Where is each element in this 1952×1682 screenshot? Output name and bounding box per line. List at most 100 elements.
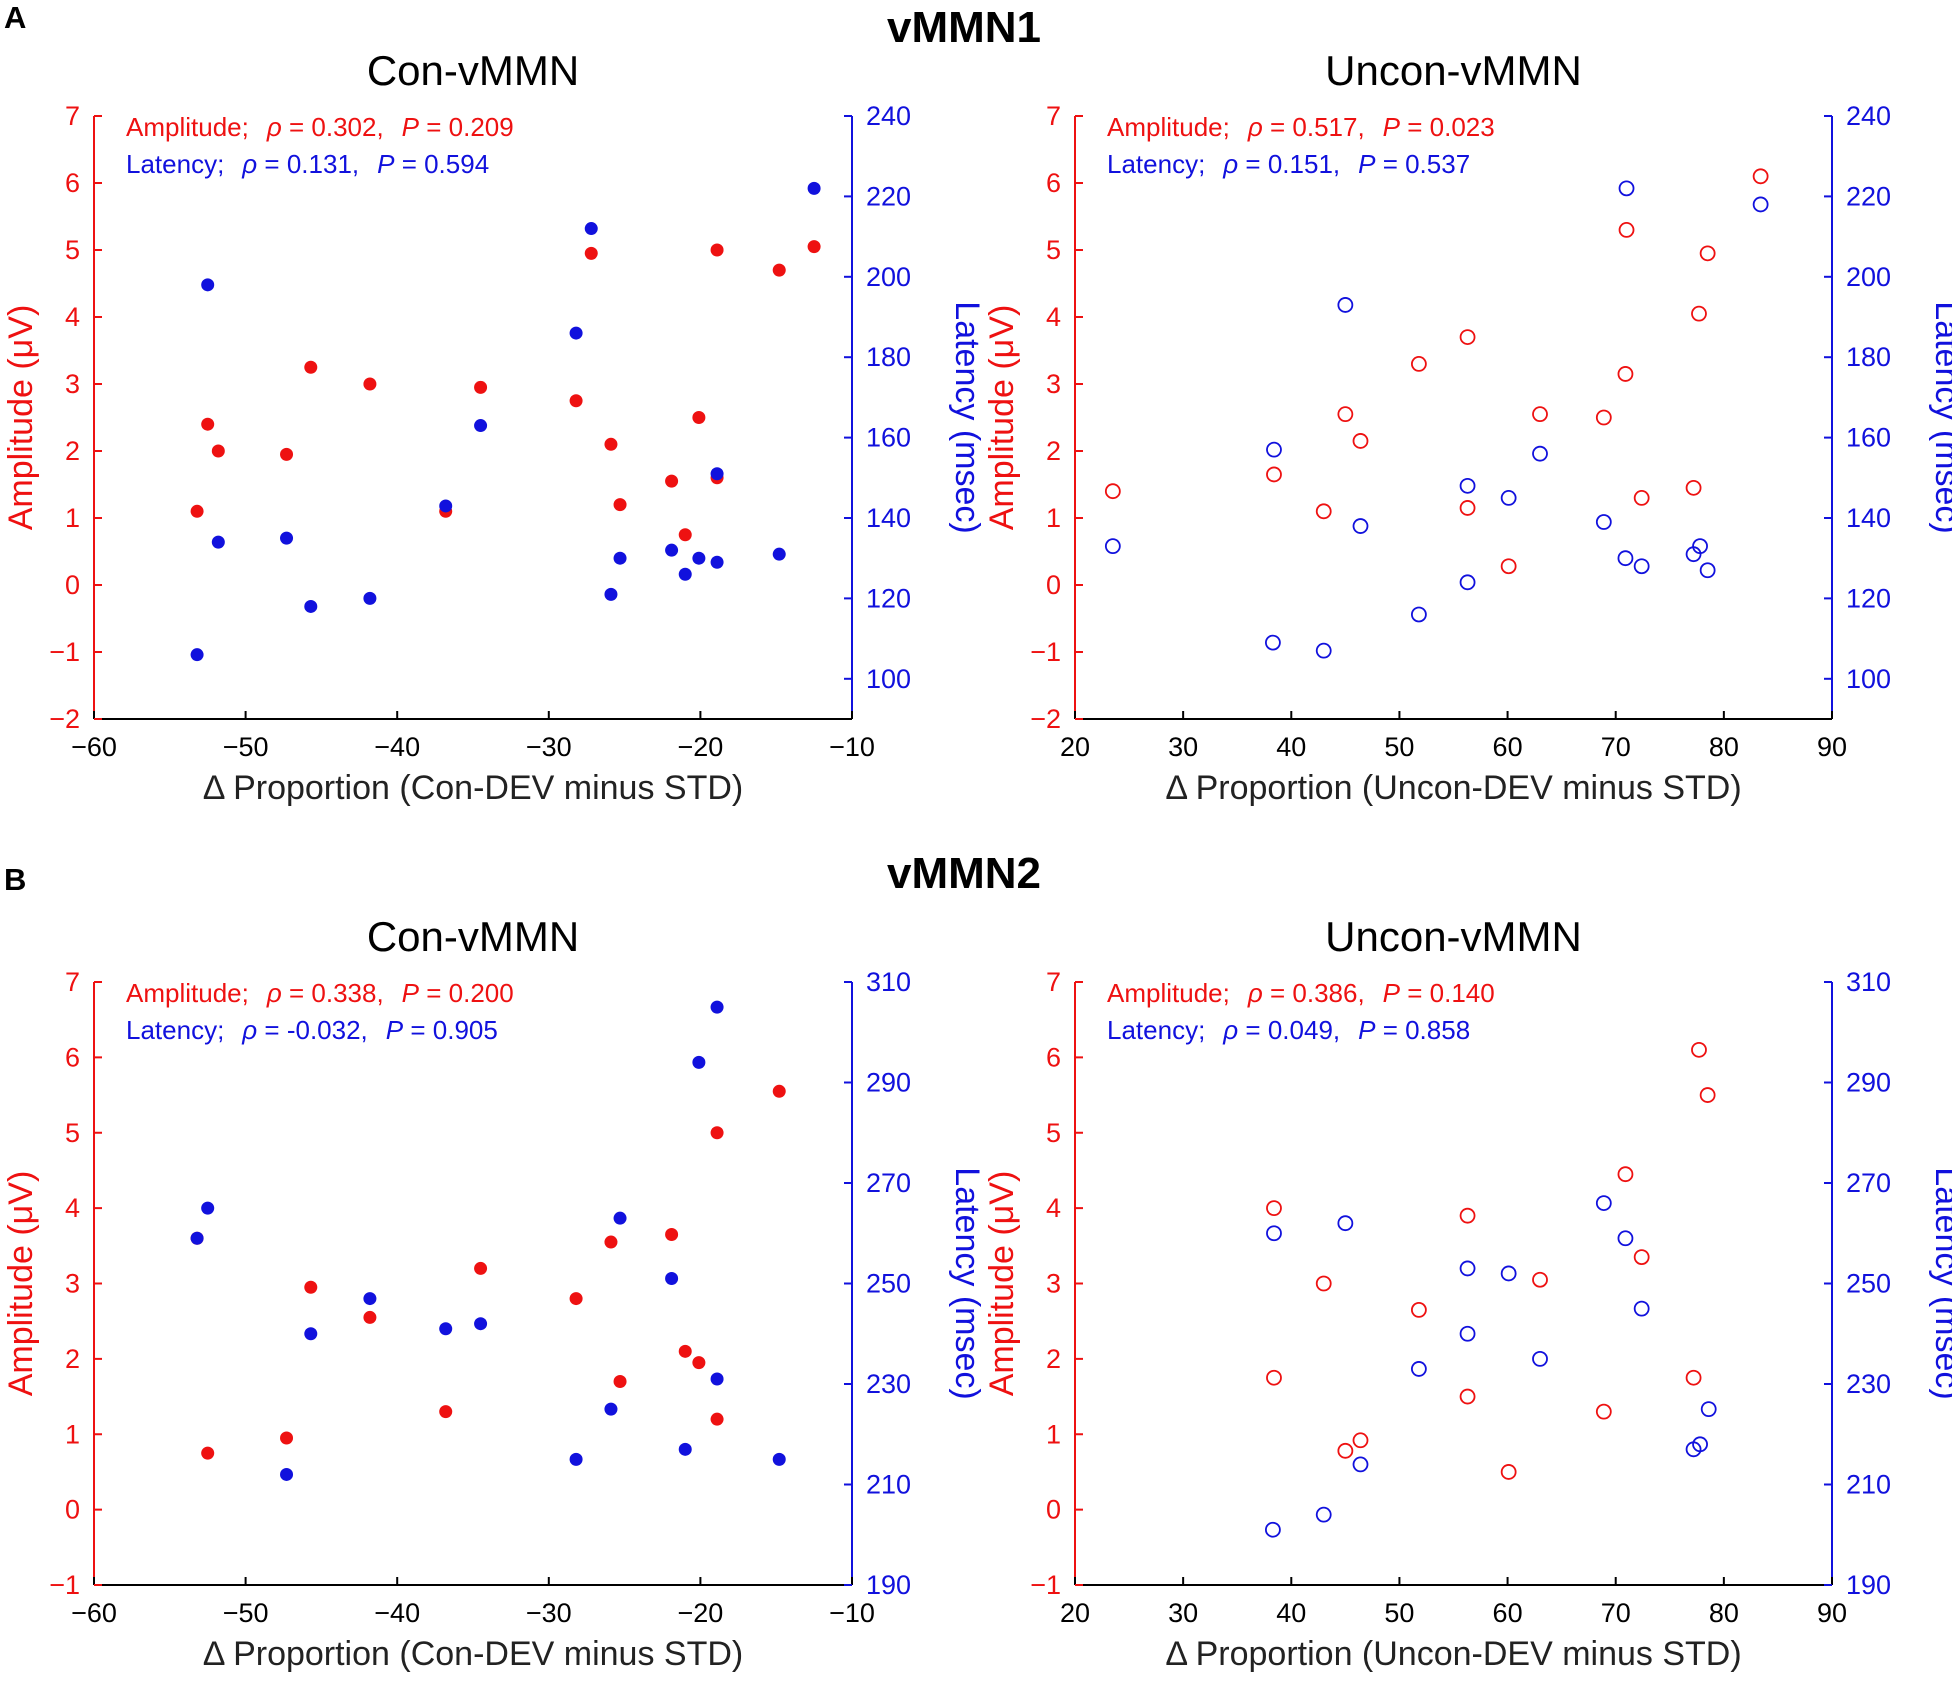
amplitude-point <box>772 263 786 277</box>
latency-point <box>1315 1506 1332 1523</box>
x-tick-label: 30 <box>1168 732 1198 762</box>
amplitude-stat-text: Amplitude; ρ = 0.517, P = 0.023 <box>1107 112 1495 142</box>
amplitude-point <box>1266 1200 1282 1217</box>
latency-point <box>678 567 692 581</box>
right-y-tick-label: 230 <box>1846 1369 1891 1399</box>
amplitude-point <box>439 1405 453 1419</box>
amplitude-point <box>1315 503 1332 520</box>
left-y-tick-label: −1 <box>49 1570 80 1600</box>
amplitude-point <box>692 411 706 424</box>
left-y-tick-label: 4 <box>65 1193 80 1223</box>
latency-point <box>1617 1230 1634 1247</box>
left-y-tick-label: −2 <box>1030 704 1061 734</box>
latency-point <box>1266 441 1282 458</box>
p-symbol: P <box>377 149 395 179</box>
x-tick-label: 70 <box>1601 1598 1631 1628</box>
amplitude-point <box>1500 558 1517 575</box>
x-tick-label: 60 <box>1493 1598 1523 1628</box>
amplitude-point <box>363 377 377 391</box>
latency-point <box>1410 606 1427 623</box>
rho-symbol: ρ <box>241 149 257 179</box>
amplitude-point <box>678 1344 692 1358</box>
left-y-tick-label: −1 <box>49 637 80 667</box>
latency-stat-text: Latency; ρ = -0.032, P = 0.905 <box>126 1015 498 1045</box>
rho-symbol: ρ <box>266 978 282 1008</box>
latency-point <box>807 181 821 195</box>
x-tick-label: 80 <box>1709 732 1739 762</box>
plot-vmmn2-uncon: Uncon-vMMN 20 30 40 50 60 70 80 90 −1 0 1 2 3 4 5 6 7 190 2… <box>983 913 1952 1673</box>
latency-point <box>584 222 598 236</box>
amplitude-point <box>710 1412 724 1426</box>
x-tick-label: 90 <box>1817 732 1847 762</box>
latency-point <box>1337 1215 1354 1232</box>
right-y-axis-label: Latency (msec) <box>1928 301 1952 533</box>
left-y-tick-label: 6 <box>65 168 80 198</box>
p-symbol: P <box>1358 1015 1376 1045</box>
left-y-tick-label: 0 <box>65 570 80 600</box>
x-tick-label: −20 <box>677 732 723 762</box>
right-y-tick-label: 180 <box>1846 342 1891 372</box>
amplitude-stat-prefix: Amplitude; <box>126 112 249 142</box>
x-tick-label: −20 <box>677 1598 723 1628</box>
amplitude-point <box>474 1261 488 1275</box>
latency-rho-value: = -0.032, <box>257 1015 368 1045</box>
latency-point <box>190 1231 204 1245</box>
amplitude-point <box>1104 483 1121 500</box>
amplitude-point <box>201 417 215 431</box>
amplitude-point <box>710 1126 724 1140</box>
amplitude-point <box>1410 355 1427 372</box>
left-y-tick-label: 6 <box>1046 168 1061 198</box>
rho-symbol: ρ <box>1247 112 1263 142</box>
panel-label-a: A <box>4 0 26 35</box>
x-axis-label: Δ Proportion (Con-DEV minus STD) <box>203 1635 743 1673</box>
amplitude-stat-text: Amplitude; ρ = 0.338, P = 0.200 <box>126 978 514 1008</box>
latency-stat-text: Latency; ρ = 0.049, P = 0.858 <box>1107 1015 1470 1045</box>
amplitude-point <box>1459 1207 1476 1224</box>
left-y-tick-label: 1 <box>1046 503 1061 533</box>
amplitude-point <box>1352 433 1369 449</box>
amplitude-p-value: = 0.140 <box>1400 978 1495 1008</box>
left-y-tick-label: 7 <box>1046 967 1061 997</box>
amplitude-point <box>1337 406 1354 423</box>
latency-point <box>1752 196 1769 213</box>
amplitude-point <box>1699 1087 1716 1103</box>
rho-symbol: ρ <box>1222 1015 1238 1045</box>
latency-point <box>665 543 679 557</box>
left-y-tick-label: 3 <box>1046 1269 1061 1299</box>
right-y-tick-label: 160 <box>866 423 911 453</box>
right-y-tick-label: 190 <box>866 1570 911 1600</box>
latency-point <box>201 278 215 292</box>
latency-point <box>1266 1225 1282 1242</box>
x-tick-label: 60 <box>1493 732 1523 762</box>
latency-point <box>211 535 225 549</box>
latency-point <box>692 551 706 565</box>
left-y-tick-label: 1 <box>65 503 80 533</box>
amplitude-point <box>211 444 225 458</box>
latency-point <box>1532 445 1548 462</box>
x-tick-label: 20 <box>1060 732 1090 762</box>
panel-label-b: B <box>4 862 26 897</box>
amplitude-point <box>1337 1442 1354 1459</box>
latency-point <box>304 599 318 613</box>
latency-point <box>772 1452 786 1466</box>
amplitude-point <box>807 240 821 254</box>
amplitude-stat-prefix: Amplitude; <box>1107 112 1230 142</box>
amplitude-point <box>201 1446 215 1460</box>
latency-point <box>1595 514 1612 530</box>
right-y-tick-label: 160 <box>1846 423 1891 453</box>
amplitude-p-value: = 0.200 <box>419 978 514 1008</box>
latency-point <box>1700 1401 1717 1418</box>
left-y-tick-label: 0 <box>1046 1495 1061 1525</box>
latency-point <box>1500 489 1517 506</box>
right-y-tick-label: 140 <box>1846 503 1891 533</box>
amplitude-point <box>1352 1432 1369 1449</box>
x-tick-label: 20 <box>1060 1598 1090 1628</box>
amplitude-stat-prefix: Amplitude; <box>126 978 249 1008</box>
latency-point <box>1315 642 1332 659</box>
latency-point <box>363 1292 377 1306</box>
x-tick-label: −10 <box>829 1598 875 1628</box>
amplitude-point <box>1500 1464 1517 1480</box>
x-tick-label: 50 <box>1384 732 1414 762</box>
left-y-tick-label: 4 <box>65 302 80 332</box>
